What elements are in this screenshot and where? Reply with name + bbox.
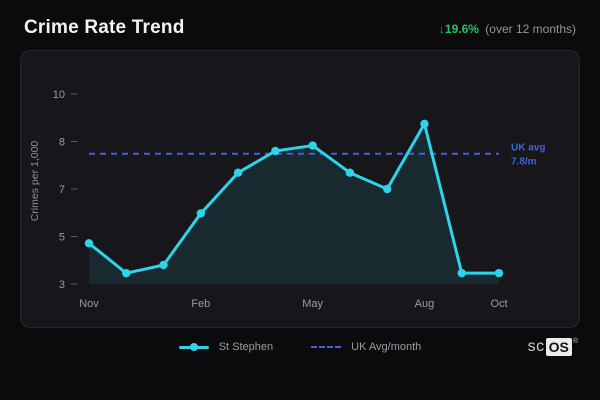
header: Crime Rate Trend ↓19.6% (over 12 months): [0, 0, 600, 50]
data-point[interactable]: [122, 268, 131, 278]
legend: St Stephen UK Avg/month: [0, 341, 600, 353]
st-stephen-line-icon: [178, 343, 209, 351]
y-tick-label: 7: [59, 184, 65, 196]
y-tick-label: 3: [59, 279, 65, 291]
logo-text-sc: sc: [527, 338, 545, 355]
page-title: Crime Rate Trend: [24, 17, 185, 38]
legend-label-st-stephen: St Stephen: [218, 341, 274, 353]
logo-text-os: OS: [545, 338, 572, 356]
data-point[interactable]: [382, 184, 392, 194]
stat-value: 19.6%: [444, 22, 479, 36]
data-point[interactable]: [271, 146, 280, 156]
trend-area: [89, 123, 499, 284]
logo-reg-mark: ®: [572, 338, 578, 345]
trend-chart[interactable]: 10 8 7 5 3 Nov Feb May Aug Oct UK avg 7.8/m: [21, 51, 579, 327]
stat-note: (over 12 months): [485, 22, 576, 36]
scos-logo: sc OS ®: [528, 338, 578, 356]
data-point[interactable]: [345, 168, 355, 177]
data-point[interactable]: [84, 239, 94, 248]
y-tick-label: 10: [53, 89, 65, 101]
y-tick-label: 8: [59, 137, 65, 149]
data-point[interactable]: [196, 209, 206, 218]
uk-avg-label-line1: UK avg: [511, 143, 545, 154]
x-tick-label: Feb: [191, 298, 210, 310]
down-arrow-icon: ↓: [438, 22, 445, 36]
x-tick-label: Oct: [490, 298, 507, 310]
uk-avg-label-line2: 7.8/m: [511, 157, 537, 168]
st-stephen-dot-icon: [189, 343, 198, 351]
uk-avg-dash-icon: [311, 346, 342, 348]
data-point[interactable]: [494, 268, 504, 278]
x-tick-label: May: [302, 298, 323, 310]
chart-panel: Crimes per 1,000 10 8 7 5 3 Nov Feb May Aug Oct UK…: [20, 50, 580, 328]
data-point[interactable]: [457, 268, 466, 278]
legend-label-uk-avg: UK Avg/month: [351, 341, 422, 353]
data-point[interactable]: [233, 168, 243, 177]
trend-line[interactable]: [87, 122, 501, 275]
data-point[interactable]: [308, 141, 317, 150]
data-point[interactable]: [159, 260, 168, 270]
x-tick-label: Nov: [79, 298, 99, 310]
x-tick-label: Aug: [415, 298, 435, 310]
stat-summary: ↓19.6% (over 12 months): [439, 22, 576, 36]
data-point[interactable]: [420, 119, 429, 129]
y-tick-label: 5: [59, 232, 65, 244]
footer: St Stephen UK Avg/month sc OS ®: [0, 328, 600, 386]
